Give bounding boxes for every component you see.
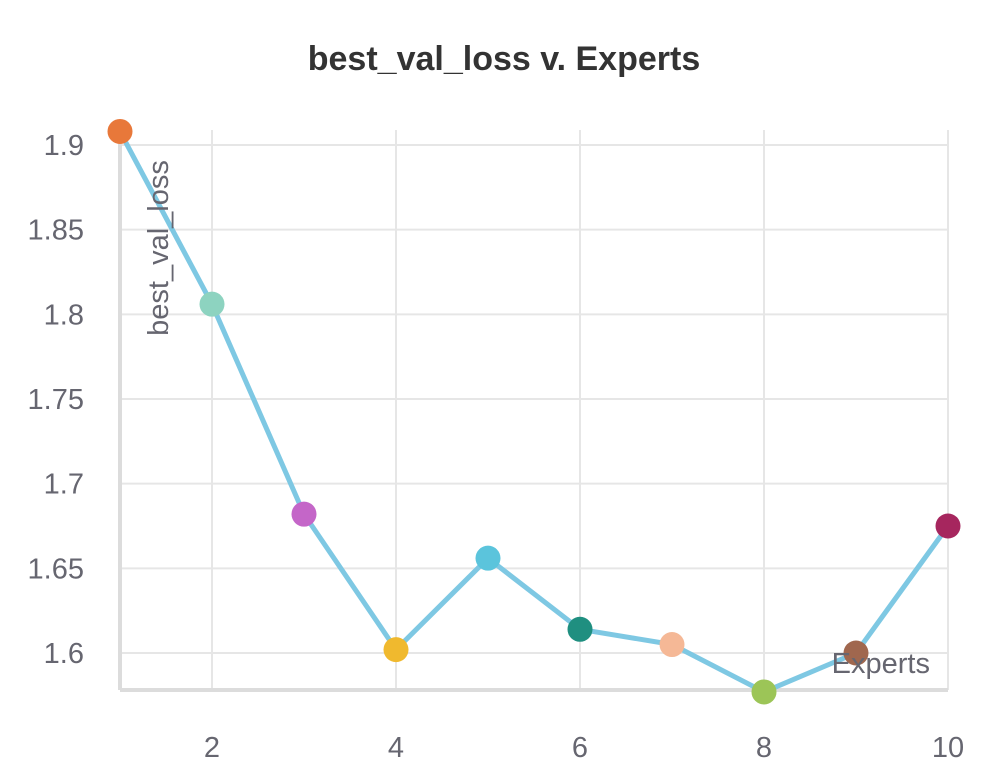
axes — [118, 130, 948, 692]
data-point — [935, 513, 961, 539]
y-tick-label: 1.9 — [44, 130, 84, 162]
data-point — [567, 616, 593, 642]
x-tick-label: 2 — [204, 732, 220, 764]
x-tick-label: 8 — [756, 732, 772, 764]
y-tick-label: 1.7 — [44, 469, 84, 501]
y-tick-label: 1.85 — [28, 215, 84, 247]
series-layer — [107, 118, 961, 705]
x-tick-label: 6 — [572, 732, 588, 764]
x-axis-label: Experts — [832, 648, 930, 680]
data-point — [843, 640, 869, 666]
chart-title: best_val_loss v. Experts — [308, 40, 700, 78]
data-point — [659, 632, 685, 658]
x-tick-label: 10 — [932, 732, 964, 764]
tick-labels: 1.6 1.65 1.7 1.75 1.8 1.85 1.9 2 4 6 8 10 — [28, 130, 965, 764]
x-tick-label: 4 — [388, 732, 404, 764]
data-point — [475, 545, 501, 571]
grid-lines — [120, 130, 949, 690]
y-axis-label: best_val_loss — [143, 160, 175, 336]
y-tick-label: 1.6 — [44, 638, 84, 670]
y-tick-label: 1.8 — [44, 299, 84, 331]
series-line — [117, 129, 951, 695]
data-point — [383, 637, 409, 663]
data-point — [291, 501, 317, 527]
data-point — [107, 118, 133, 144]
data-point — [199, 291, 225, 317]
data-point — [751, 679, 777, 705]
y-tick-label: 1.75 — [28, 384, 84, 416]
y-tick-label: 1.65 — [28, 553, 84, 585]
